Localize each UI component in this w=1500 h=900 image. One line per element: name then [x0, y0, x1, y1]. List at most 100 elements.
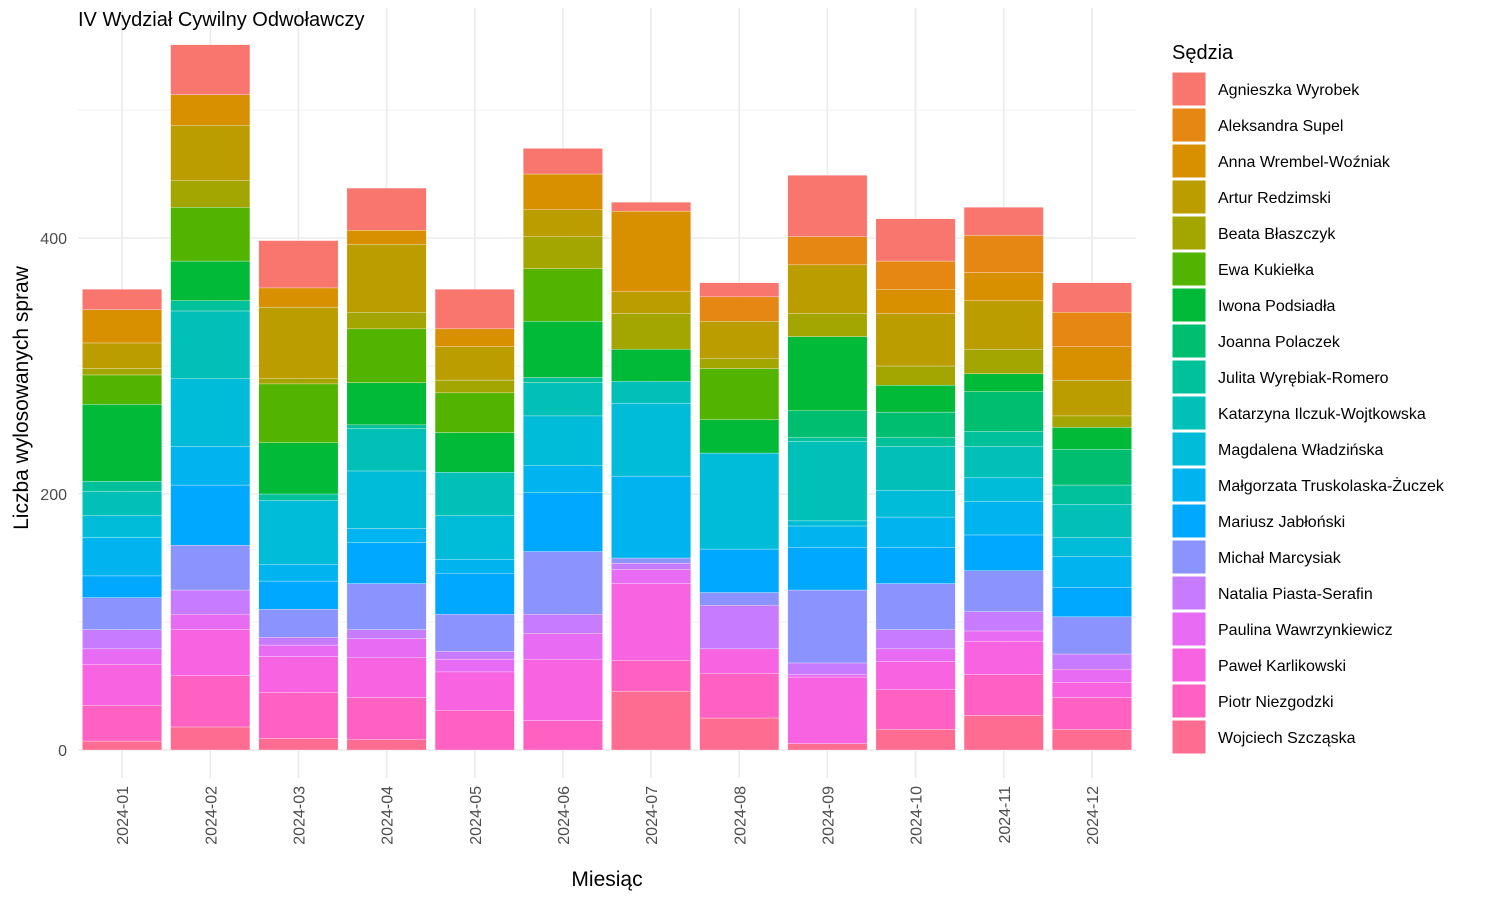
bar-segment [611, 402, 691, 477]
bar-segment [434, 379, 515, 394]
x-tick-label: 2024-01 [115, 786, 132, 845]
bar-segment [1052, 427, 1132, 450]
bar-segment [82, 597, 162, 630]
x-tick-label: 2024-08 [732, 786, 749, 845]
bar-segment [346, 312, 427, 330]
bar-segment [434, 472, 515, 516]
legend-label: Artur Redzimski [1218, 190, 1331, 207]
bar-segment [787, 525, 868, 548]
bar-segment [1052, 379, 1132, 417]
legend-key [1171, 431, 1207, 467]
bar-segment [875, 547, 956, 584]
bar-segment [523, 382, 603, 417]
bar-segment [346, 428, 427, 472]
bar-segment [258, 692, 339, 739]
legend-key [1171, 647, 1207, 683]
bar-segment [787, 662, 868, 675]
bar-segment [434, 328, 515, 347]
bar-segment [699, 452, 780, 550]
bar-segment [963, 611, 1044, 632]
x-tick-label: 2024-07 [644, 786, 661, 845]
legend-label: Piotr Niezgodzki [1218, 694, 1334, 711]
bar-segment [523, 720, 603, 751]
bar-segment [787, 410, 868, 438]
bar-segment [434, 658, 515, 673]
bar-segment [787, 520, 868, 527]
bar-segment [699, 673, 780, 719]
bar-segment [346, 528, 427, 543]
y-axis: 0 200 400 [40, 231, 67, 760]
bar-segment [875, 729, 956, 751]
bar-segment [963, 300, 1044, 350]
legend-label: Katarzyna Ilczuk-Wojtkowska [1218, 406, 1426, 423]
legend-key [1171, 287, 1207, 323]
bar-segment [1052, 653, 1132, 670]
bar-segment [963, 349, 1044, 374]
bar-segment [963, 630, 1044, 642]
bar-segment [875, 260, 956, 290]
x-tick-label: 2024-04 [380, 786, 397, 845]
bar-segment [787, 236, 868, 266]
bar-segment [434, 614, 515, 652]
bar-segment [1052, 484, 1132, 505]
bar-segment [258, 493, 339, 501]
bar-segment [875, 583, 956, 630]
y-tick-label: 0 [58, 743, 67, 760]
bar-segment [170, 310, 251, 379]
bar-segment [963, 235, 1044, 273]
bar-segment [258, 442, 339, 495]
bar-segment [787, 676, 868, 744]
bar-segment [611, 210, 691, 292]
bar-segment [787, 589, 868, 664]
legend-key [1171, 395, 1207, 431]
bar-segment [523, 209, 603, 237]
bar-segment [258, 306, 339, 379]
bar-segment [875, 313, 956, 367]
bar-segment [875, 689, 956, 730]
bar-segment [82, 374, 162, 405]
y-tick-label: 200 [40, 487, 67, 504]
legend-key [1171, 71, 1207, 107]
bar-segment [434, 559, 515, 574]
legend-label: Wojciech Szcząska [1218, 730, 1356, 747]
bar-segment [346, 424, 427, 429]
bar-segment [875, 411, 956, 438]
bar-segment [523, 148, 603, 175]
bar-segment [963, 641, 1044, 675]
y-axis-label: Liczba wylosowanych spraw [10, 265, 33, 530]
bar-segment [258, 580, 339, 610]
bar-segment [699, 419, 780, 454]
bar-segment [170, 446, 251, 486]
bar-segment [82, 289, 162, 310]
bar-segment [258, 240, 339, 289]
bar-segment [699, 368, 780, 420]
bar-segment [699, 282, 780, 298]
bar-segment [611, 660, 691, 692]
legend-label: Paweł Karlikowski [1218, 658, 1346, 675]
bar-segment [875, 490, 956, 518]
bar-segment [1052, 449, 1132, 486]
bar-segment [1052, 556, 1132, 588]
bar-segment [82, 705, 162, 742]
bar-segment [346, 187, 427, 231]
bar-segment [699, 321, 780, 359]
bar-segment [346, 244, 427, 313]
legend-label: Beata Błaszczyk [1218, 226, 1336, 243]
x-tick-label: 2024-05 [468, 786, 485, 845]
legend-key [1171, 503, 1207, 539]
bar-segment [963, 477, 1044, 502]
x-tick-label: 2024-06 [556, 786, 573, 845]
bar-segment [258, 378, 339, 385]
bar-segment [611, 562, 691, 570]
legend-label: Ewa Kukiełka [1218, 262, 1314, 279]
bar-segment [170, 207, 251, 262]
bar-segment [170, 125, 251, 181]
bar-segment [787, 674, 868, 678]
bar-segment [963, 272, 1044, 301]
legend: Sędzia Agnieszka Wyrobek Aleksandra Supel… [1171, 42, 1445, 755]
bar-segment [787, 336, 868, 411]
bar-segment [963, 373, 1044, 392]
bar-segment [1052, 415, 1132, 428]
bar-segment [434, 671, 515, 711]
bar-segment [611, 313, 691, 350]
